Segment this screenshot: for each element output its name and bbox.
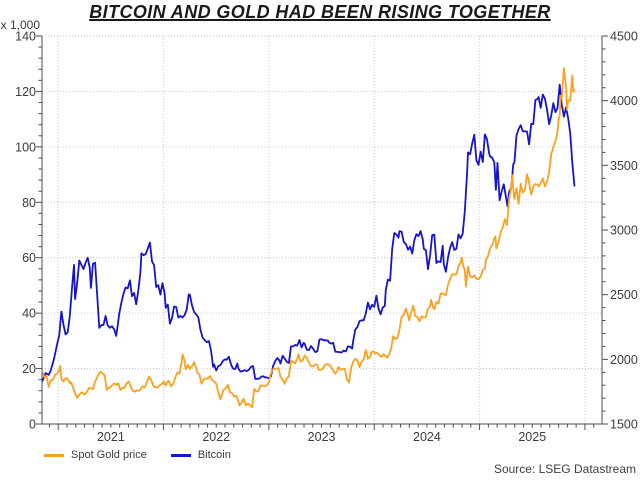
- left-axis-tick-label: 140: [15, 30, 36, 44]
- right-axis-tick-label: 1500: [610, 418, 638, 432]
- x-axis-year-label: 2025: [518, 430, 546, 444]
- right-axis-tick-label: 3500: [610, 159, 638, 173]
- source-credit: Source: LSEG Datastream: [493, 462, 636, 476]
- series-lines: [41, 67, 576, 409]
- chart-title: BITCOIN AND GOLD HAD BEEN RISING TOGETHE…: [89, 2, 551, 22]
- right-axis-tick-label: 4000: [610, 94, 638, 108]
- right-axis-tick-label: 2500: [610, 288, 638, 302]
- left-axis-tick-label: 120: [15, 85, 36, 99]
- right-axis-tick-label: 2000: [610, 353, 638, 367]
- left-axis-tick-label: 60: [22, 251, 36, 265]
- left-axis-tick-label: 100: [15, 140, 36, 154]
- left-axis-tick-label: 40: [22, 307, 36, 321]
- axis-ticks: [36, 35, 608, 430]
- left-axis-tick-label: 20: [22, 362, 36, 376]
- left-axis-tick-label: 0: [29, 418, 36, 432]
- legend-label-gold: Spot Gold price: [71, 449, 147, 461]
- x-axis-year-label: 2024: [413, 430, 441, 444]
- legend-item-gold: Spot Gold price: [44, 449, 147, 461]
- legend-item-bitcoin: Bitcoin: [170, 449, 231, 461]
- left-axis-unit-label: x 1,000: [0, 18, 40, 32]
- left-axis-tick-label: 80: [22, 196, 36, 210]
- right-axis-tick-label: 4500: [610, 30, 638, 44]
- right-axis-tick-label: 3000: [610, 224, 638, 238]
- x-axis-year-label: 2023: [308, 430, 336, 444]
- x-axis-year-label: 2021: [97, 430, 125, 444]
- gridlines: [42, 35, 602, 424]
- gold-line-swatch: [44, 453, 64, 457]
- legend-label-bitcoin: Bitcoin: [197, 449, 231, 461]
- axis-spines: [41, 36, 603, 425]
- legend: Spot Gold price Bitcoin: [44, 449, 231, 461]
- axis-labels: 0 20 40 60 80 100 120 140 1500 2000 2500 3000 3500 40…: [15, 30, 638, 445]
- gold-series-line: [41, 67, 576, 409]
- bitcoin-line-swatch: [170, 453, 191, 457]
- x-axis-year-label: 2022: [202, 430, 230, 444]
- bitcoin-series-line: [41, 83, 576, 382]
